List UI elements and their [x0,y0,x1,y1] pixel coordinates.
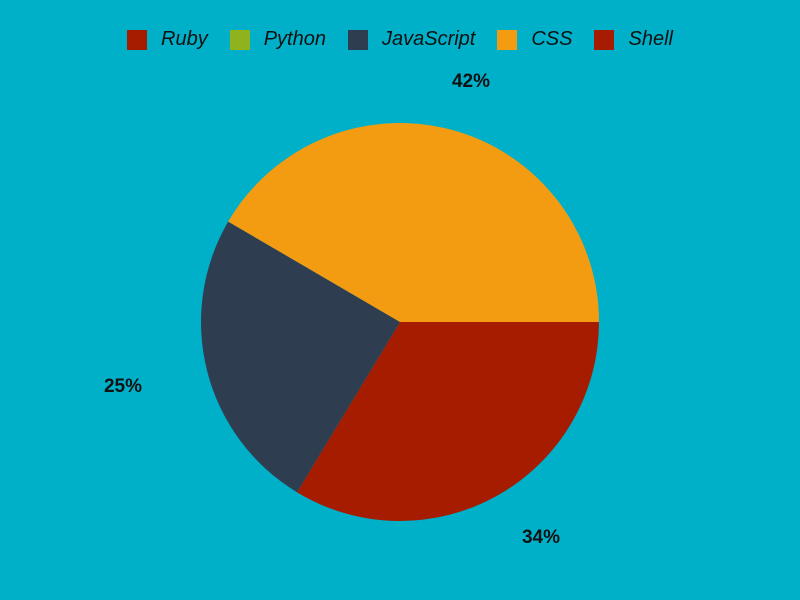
legend-item-css[interactable]: CSS [497,28,572,51]
legend-swatch [497,29,518,50]
slice-percent-label: 42% [452,71,490,92]
legend-item-shell[interactable]: Shell [594,28,673,51]
pie-slice-javascript[interactable] [201,221,400,493]
legend-swatch [229,29,250,50]
legend-label: Ruby [161,28,208,50]
legend-swatch [594,29,615,50]
pie-slice-shell[interactable] [296,322,599,521]
slice-percent-label: 25% [104,376,142,397]
pie-slice-css[interactable] [228,122,599,322]
legend-label: CSS [531,28,573,50]
legend-label: Python [263,28,326,50]
legend-item-ruby[interactable]: Ruby [127,28,208,51]
chart-legend: Ruby Python JavaScript CSS Shell [0,28,800,51]
slice-percent-label: 34% [522,527,560,548]
legend-item-javascript[interactable]: JavaScript [347,28,476,51]
legend-swatch [347,29,368,50]
legend-label: Shell [628,28,673,50]
legend-item-python[interactable]: Python [229,28,326,51]
legend-label: JavaScript [381,28,476,50]
legend-swatch [127,29,148,50]
